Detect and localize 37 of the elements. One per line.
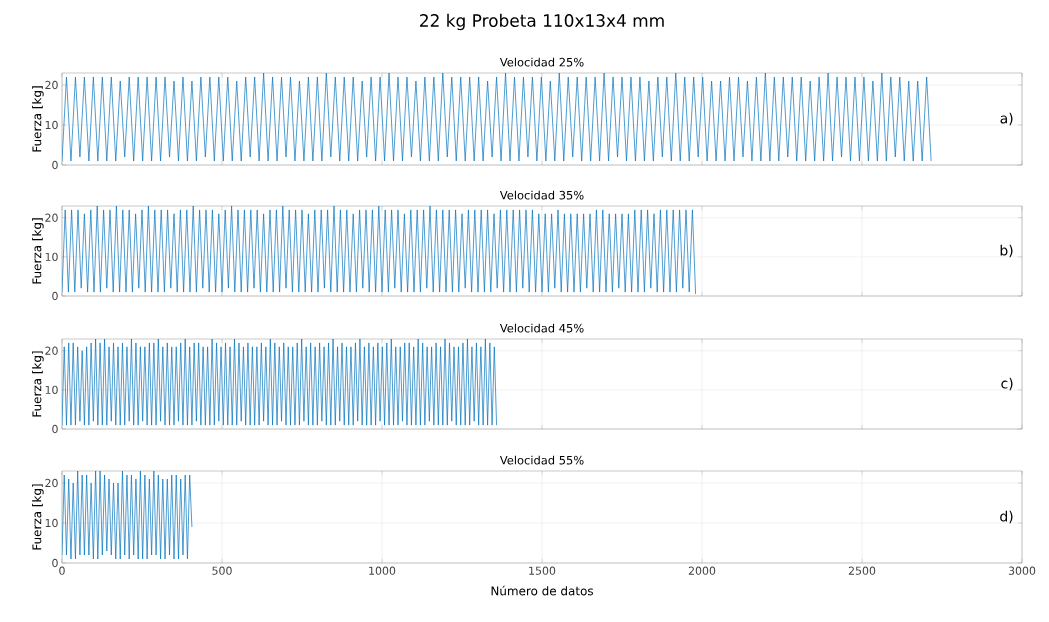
chart-title: Velocidad 35% (499, 190, 584, 200)
y-tick-label: 0 (52, 160, 58, 170)
y-axis-title: Fuerza [kg] (32, 484, 44, 550)
x-tick-label: 0 (59, 566, 65, 575)
y-tick-label: 0 (52, 424, 58, 434)
annotation: a) (1000, 112, 1013, 126)
y-axis-title: Fuerza [kg] (32, 351, 44, 417)
x-tick-label: 500 (212, 566, 232, 575)
y-tick-label: 20 (45, 80, 58, 90)
y-tick-label: 10 (45, 518, 58, 528)
annotation: c) (1001, 377, 1013, 391)
y-tick-label: 0 (52, 558, 58, 568)
y-tick-label: 10 (45, 252, 58, 262)
line-series (62, 73, 932, 162)
y-axis-title: Fuerza [kg] (32, 86, 44, 152)
x-tick-label: 1000 (369, 566, 396, 575)
chart-title: Velocidad 45% (499, 323, 584, 333)
y-tick-label: 20 (45, 346, 58, 355)
y-tick-label: 20 (45, 213, 58, 222)
annotation: b) (1000, 244, 1013, 258)
y-axis-title: Fuerza [kg] (32, 218, 44, 284)
line-series (62, 339, 497, 426)
chart-subtitle: Velocidad 25% (499, 57, 584, 67)
y-tick-label: 10 (45, 385, 58, 395)
annotation: d) (1000, 510, 1013, 524)
x-tick-label: 3000 (1008, 566, 1036, 575)
y-tick-label: 10 (45, 120, 58, 130)
chart-title: Velocidad 55% (499, 455, 584, 465)
line-series (62, 471, 193, 560)
x-tick-label: 2000 (688, 566, 716, 575)
y-tick-label: 20 (45, 478, 58, 488)
x-axis-title: Número de datos (491, 585, 593, 596)
line-series (62, 206, 696, 295)
x-tick-label: 1500 (529, 566, 556, 575)
chart-title: 22 kg Probeta 110x13x4 mm (420, 13, 664, 31)
x-tick-label: 2500 (848, 566, 876, 575)
y-tick-label: 0 (52, 291, 58, 301)
